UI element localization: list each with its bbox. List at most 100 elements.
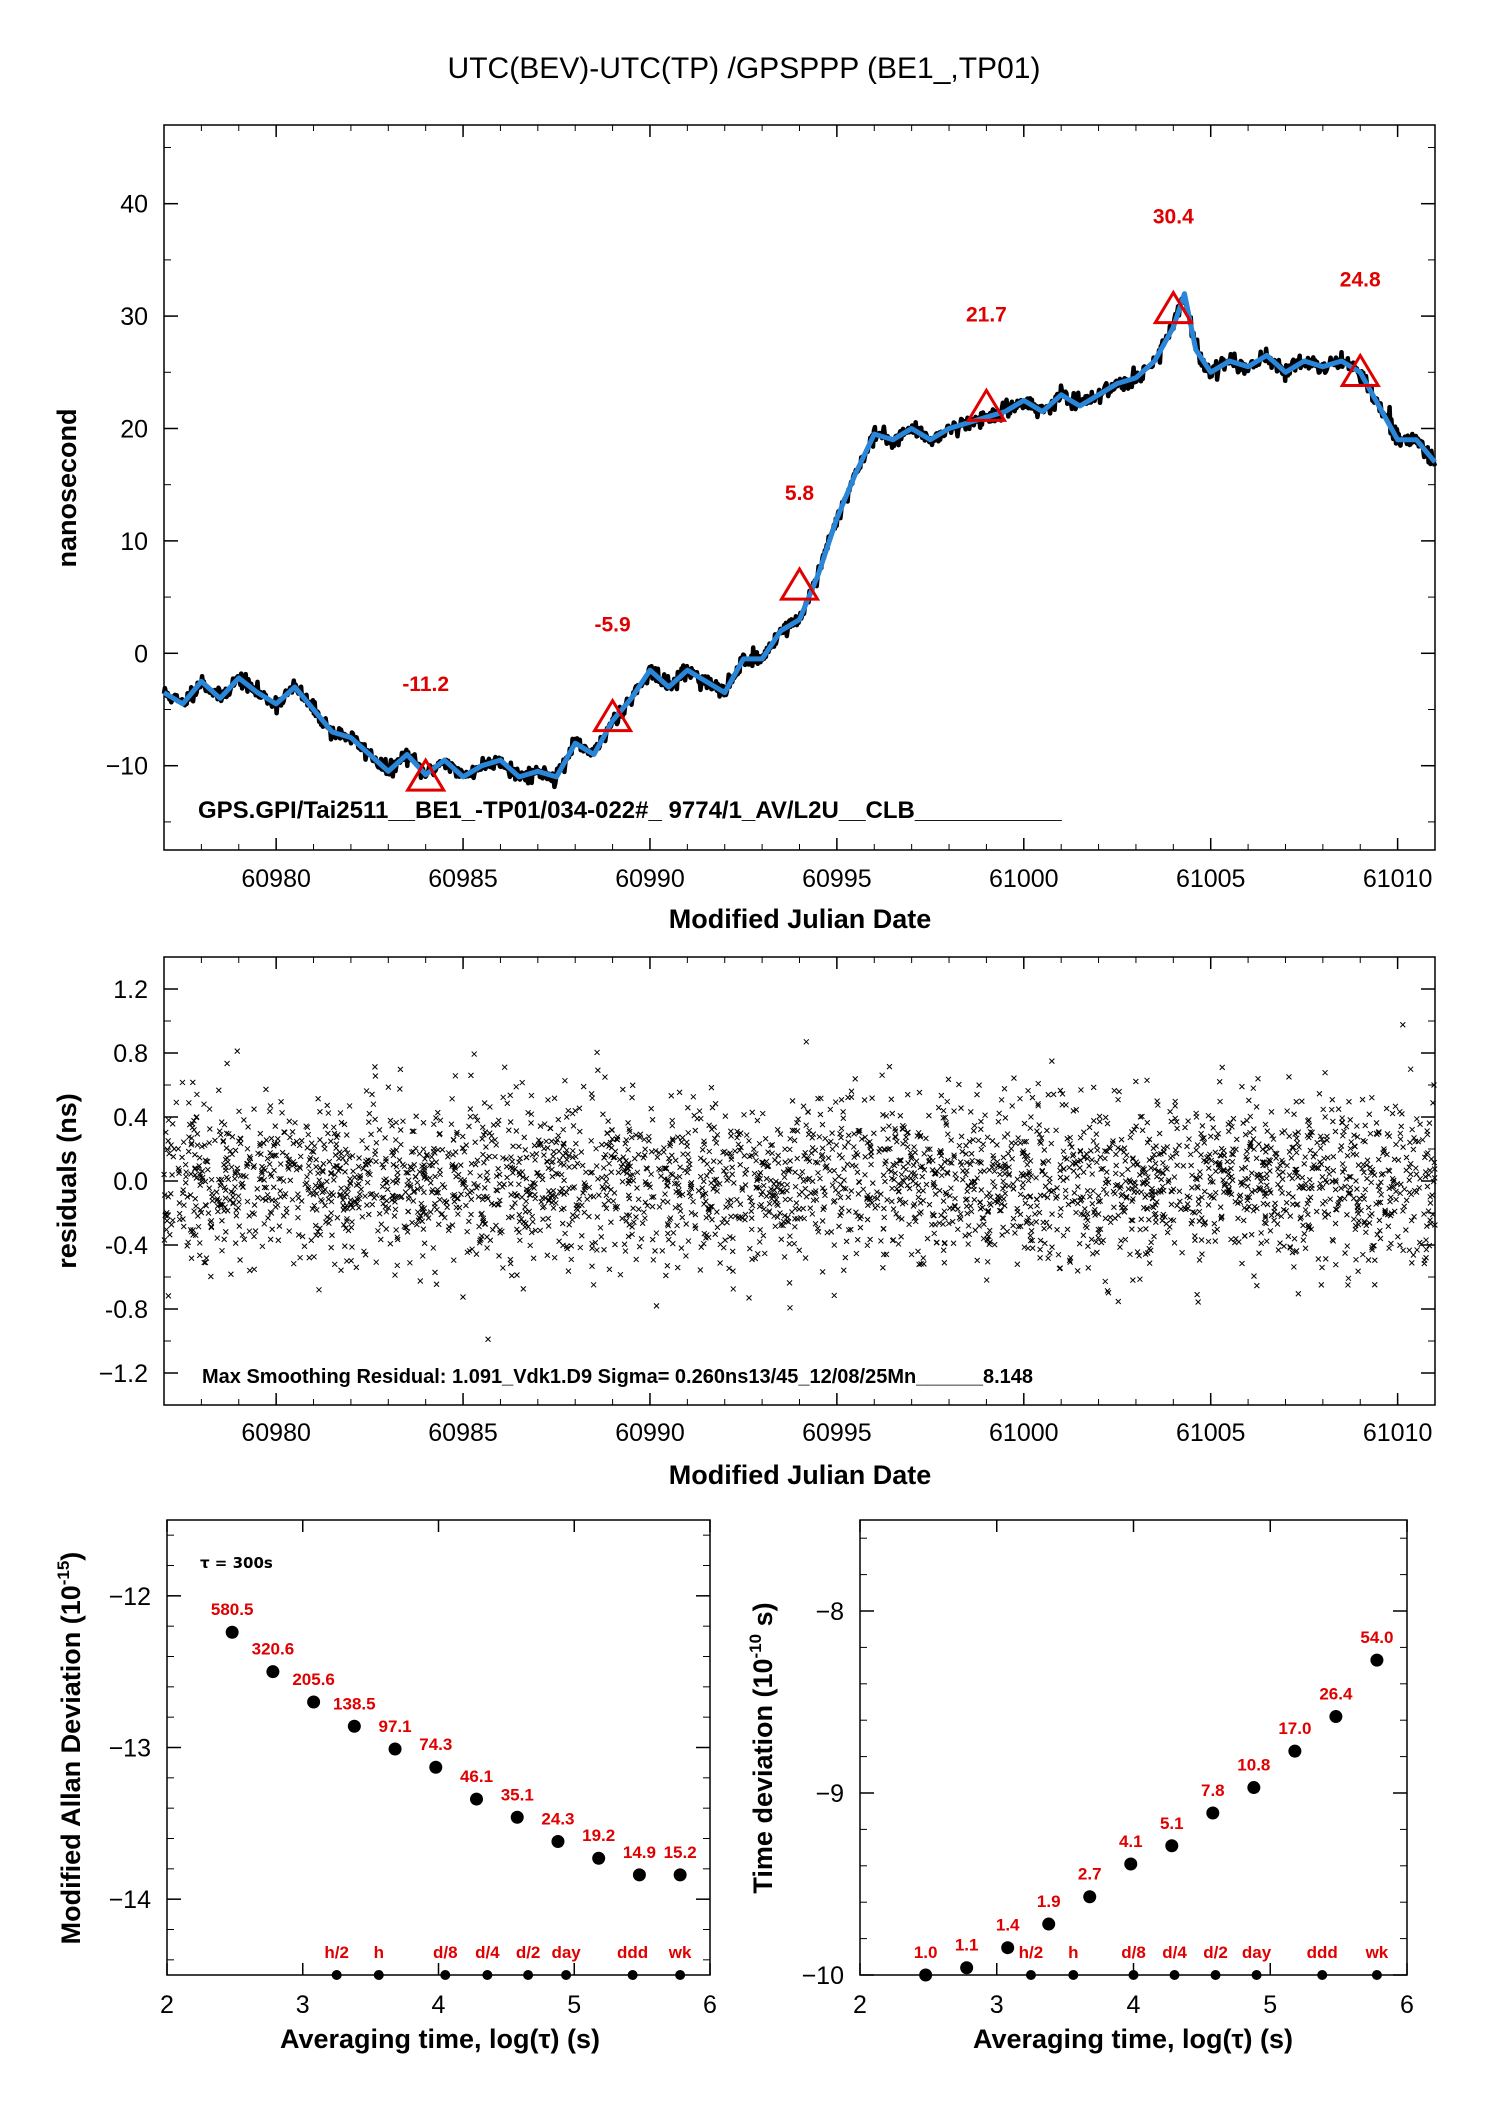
residual-point [717, 1241, 724, 1248]
residual-point [1029, 1094, 1036, 1101]
residual-point [1074, 1268, 1081, 1274]
tdev-interval-label: d/8 [1121, 1943, 1146, 1962]
residual-point [1212, 1238, 1219, 1244]
residual-point [1086, 1124, 1093, 1131]
tdev-point-label: 26.4 [1319, 1685, 1353, 1704]
residual-point [1165, 1177, 1172, 1183]
residual-point [466, 1247, 473, 1254]
residual-point [679, 1214, 686, 1221]
residual-point [1283, 1199, 1290, 1206]
residual-point [1171, 1240, 1178, 1246]
residual-point [781, 1254, 788, 1260]
residual-point [803, 1155, 810, 1162]
residual-point [192, 1172, 198, 1178]
residual-point [431, 1145, 437, 1152]
mdev-points: 580.5320.6205.6138.597.174.346.135.124.3… [211, 1600, 697, 1980]
residual-point [459, 1133, 466, 1140]
residual-point [1300, 1237, 1307, 1243]
residual-point [1077, 1134, 1084, 1141]
residual-point [748, 1208, 755, 1215]
residual-point [1339, 1119, 1346, 1126]
residual-point [999, 1232, 1005, 1238]
offset-marker-triangle [1339, 352, 1381, 388]
offset-x-tick-label: 60990 [615, 865, 685, 893]
residual-point [450, 1136, 457, 1143]
residual-point [683, 1221, 690, 1227]
residual-point [208, 1224, 215, 1231]
residual-point [754, 1251, 761, 1257]
residual-point [192, 1232, 199, 1239]
residual-point [191, 1117, 197, 1124]
residual-point [1286, 1133, 1293, 1140]
residual-point [1382, 1209, 1388, 1216]
residual-point [892, 1125, 898, 1132]
residual-point [545, 1223, 552, 1229]
residual-point [1377, 1179, 1384, 1186]
residual-point [706, 1122, 713, 1129]
residual-point [1296, 1144, 1302, 1151]
mdev-x-tick-label: 3 [296, 1991, 310, 2019]
residual-point [815, 1228, 822, 1235]
residual-point [1081, 1206, 1088, 1212]
residual-point [762, 1212, 769, 1219]
residual-point [1318, 1161, 1325, 1168]
residual-point [703, 1198, 709, 1205]
residual-point [1093, 1239, 1100, 1245]
residual-point [656, 1204, 663, 1210]
residual-point [580, 1190, 586, 1196]
residual-point [991, 1183, 998, 1190]
residual-point [768, 1142, 774, 1149]
residual-point [991, 1168, 998, 1175]
residual-point [1023, 1219, 1030, 1226]
residual-point [344, 1215, 350, 1222]
residual-point [315, 1170, 321, 1177]
residual-point [207, 1219, 214, 1226]
mdev-y-tick-label: −12 [109, 1583, 151, 1611]
residual-point [331, 1130, 338, 1137]
residual-point [1000, 1154, 1007, 1161]
residual-point [1080, 1211, 1087, 1218]
residual-point [717, 1159, 723, 1165]
residual-point [605, 1118, 612, 1124]
residual-point [1233, 1136, 1240, 1143]
residual-point [1228, 1165, 1234, 1172]
residual-point [367, 1171, 373, 1178]
residual-point [324, 1102, 331, 1109]
residual-point [1344, 1243, 1351, 1249]
residual-point [1194, 1291, 1200, 1298]
residual-point [1421, 1154, 1428, 1161]
residual-point [1422, 1169, 1429, 1175]
residual-point [1263, 1175, 1270, 1182]
residual-point [1353, 1178, 1359, 1184]
residual-point [197, 1182, 204, 1189]
mdev-point [388, 1742, 402, 1756]
residual-point [1346, 1174, 1353, 1180]
residual-point [461, 1148, 468, 1155]
residual-point [915, 1194, 922, 1201]
residual-point [1251, 1273, 1257, 1279]
residual-point [944, 1098, 951, 1105]
residual-point [619, 1215, 626, 1222]
residuals-x-tick-label: 61005 [1176, 1419, 1246, 1447]
residual-point [414, 1179, 421, 1186]
mdev-interval-label: day [551, 1943, 581, 1962]
residual-point [1264, 1201, 1271, 1208]
residual-point [912, 1173, 919, 1180]
residual-point [869, 1095, 875, 1101]
residual-point [477, 1173, 483, 1179]
residual-point [1105, 1179, 1112, 1186]
mdev-point-label: 138.5 [333, 1694, 376, 1713]
residuals-x-label: Modified Julian Date [669, 1460, 932, 1490]
residual-point [717, 1260, 723, 1266]
residual-point [1209, 1115, 1216, 1122]
residual-point [1351, 1143, 1358, 1150]
residual-point [1021, 1244, 1028, 1251]
residual-point [1286, 1073, 1292, 1080]
residual-point [968, 1208, 975, 1215]
residual-point [880, 1205, 887, 1212]
residual-point [317, 1137, 323, 1143]
residual-point [1002, 1161, 1008, 1167]
residual-point [1028, 1173, 1034, 1179]
residual-point [216, 1128, 223, 1134]
residual-point [411, 1188, 418, 1194]
